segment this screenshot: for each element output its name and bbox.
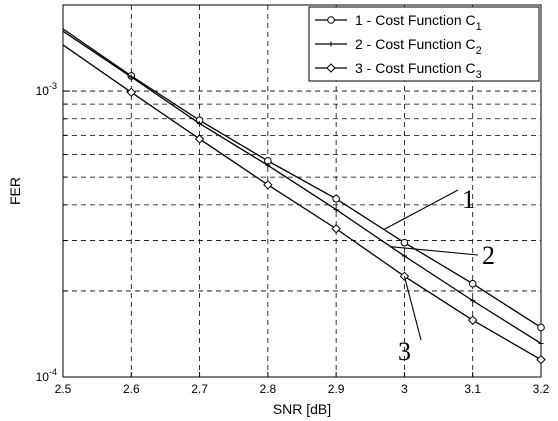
point-star [197, 121, 203, 127]
point-circle [400, 238, 409, 247]
point-diamond [468, 315, 478, 325]
series-layer [62, 28, 546, 365]
y-tick-label: 10-4 [36, 367, 57, 384]
legend-label: 2 - Cost Function C2 [355, 36, 482, 57]
point-star [333, 207, 339, 213]
legend-label: 1 - Cost Function C1 [355, 12, 482, 33]
annotation-label: 2 [482, 241, 495, 270]
series-line-1 [62, 28, 542, 329]
legend-label: 3 - Cost Function C3 [355, 60, 482, 81]
x-tick-label: 2.8 [260, 382, 277, 396]
legend-item-1: 1 - Cost Function C1 [315, 12, 482, 33]
point-star [328, 41, 334, 47]
point-star [265, 162, 271, 168]
x-tick-label: 2.9 [328, 382, 345, 396]
point-diamond [326, 63, 336, 73]
series-2 [62, 30, 544, 346]
x-tick-label: 3 [401, 382, 408, 396]
point-star [128, 74, 134, 80]
annotation-2: 2 [390, 241, 495, 270]
point-circle [537, 323, 545, 332]
series-line-3 [62, 44, 542, 361]
y-axis-label: FER [7, 177, 23, 205]
series-3 [62, 44, 546, 365]
point-diamond [263, 180, 273, 190]
annotation-label: 3 [398, 337, 411, 366]
series-line-2 [62, 30, 542, 345]
point-circle [332, 194, 340, 203]
legend-box [308, 6, 540, 82]
legend-item-3: 3 - Cost Function C3 [315, 60, 482, 81]
x-tick-label: 3.1 [464, 382, 481, 396]
x-tick-label: 2.5 [55, 382, 72, 396]
annotation-1: 1 [383, 185, 475, 230]
y-tick-label: 10-3 [36, 81, 57, 98]
point-diamond [126, 87, 136, 98]
annotation-line [383, 189, 459, 230]
point-diamond [331, 224, 341, 234]
point-circle [327, 16, 335, 24]
annotation-3: 3 [398, 276, 422, 366]
annotation-line [403, 276, 422, 341]
point-star [401, 253, 407, 259]
tick-labels: 2.5 2.6 2.7 2.8 2.9 3 3.1 3.2 10-4 10-3 [36, 4, 550, 396]
point-circle [468, 279, 477, 288]
plot-frame [62, 4, 542, 378]
annotation-line [390, 246, 479, 256]
annotations: 12 3 [383, 185, 495, 366]
x-tick-label: 2.7 [191, 382, 208, 396]
point-diamond [194, 134, 205, 144]
legend: 1 - Cost Function C1 2 - Cost Function C2… [308, 6, 540, 82]
x-tick-label: 3.2 [533, 382, 550, 396]
point-diamond [536, 354, 546, 365]
annotation-label: 1 [462, 185, 475, 214]
x-axis-label: SNR [dB] [273, 401, 331, 417]
x-tick-label: 2.6 [123, 382, 140, 396]
point-star [538, 340, 544, 346]
point-star [470, 298, 476, 304]
legend-item-2: 2 - Cost Function C2 [315, 36, 482, 57]
